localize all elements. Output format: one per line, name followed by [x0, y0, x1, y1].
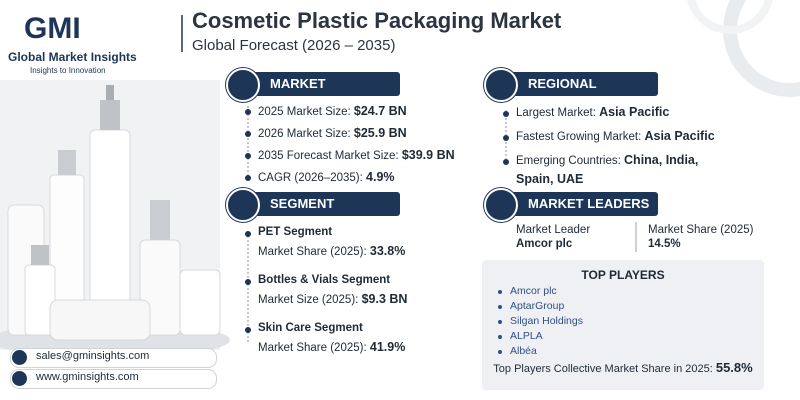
stat: Market Size (2025): $9.3 BN [258, 292, 407, 306]
icon [484, 188, 518, 222]
bullet [498, 305, 502, 309]
stat-label: Market Share (2025): [258, 342, 367, 354]
stat: Largest Market: Asia Pacific [516, 103, 736, 122]
segment-name: Bottles & Vials Segment [258, 274, 391, 286]
player: Amcor plc [510, 285, 557, 297]
stat-label: CAGR (2026–2035): [258, 172, 363, 184]
player: Albéa [510, 345, 537, 357]
bullet [245, 175, 251, 181]
segment-name: Skin Care Segment [258, 322, 363, 334]
stat-value: 4.9% [366, 170, 395, 184]
email-icon [12, 350, 27, 365]
stat-label: Emerging Countries: [516, 155, 621, 167]
bullet [245, 153, 251, 159]
bullet [503, 159, 509, 165]
stat-label: 2026 Market Size: [258, 128, 351, 140]
stat-label: 2025 Market Size: [258, 106, 351, 118]
stat-value: $9.3 BN [361, 292, 408, 306]
leader-label: Market Leader [516, 224, 591, 236]
section-heading: MARKET LEADERS [498, 192, 658, 216]
bullet [245, 231, 251, 237]
share-label: Market Share (2025) [648, 224, 754, 236]
stat-value: $25.9 BN [353, 126, 407, 140]
bullet [245, 279, 251, 285]
collective: Top Players Collective Market Share in 2… [482, 360, 764, 375]
collective-label: Top Players Collective Market Share in 2… [493, 363, 713, 375]
company-name: Global Market Insights [8, 50, 137, 64]
subtitle: Global Forecast (2026 – 2035) [192, 37, 396, 54]
bullet [498, 290, 502, 294]
bullet [245, 131, 251, 137]
bullet [498, 350, 502, 354]
stat-value: Asia Pacific [644, 129, 715, 143]
stat-label: Fastest Growing Market: [516, 131, 642, 143]
stat-label: 2035 Forecast Market Size: [258, 150, 399, 162]
section-heading: MARKET STATISTICS [240, 72, 400, 115]
icon [484, 68, 518, 102]
stat-value: $39.9 BN [401, 148, 455, 162]
share: 14.5% [648, 238, 681, 250]
stat: Market Share (2025): 41.9% [258, 340, 405, 354]
stat: 2025 Market Size: $24.7 BN [258, 104, 407, 118]
bullet [498, 335, 502, 339]
stat-label: Largest Market: [516, 107, 596, 119]
stat-value: China, India, Spain, UAE [516, 153, 699, 186]
stat-value: $24.7 BN [353, 104, 407, 118]
bullet [503, 111, 509, 117]
stat: CAGR (2026–2035): 4.9% [258, 170, 395, 184]
player: ALPLA [510, 330, 543, 342]
web-icon [12, 371, 27, 386]
stat: 2026 Market Size: $25.9 BN [258, 126, 407, 140]
stat-value: 33.8% [369, 244, 406, 258]
stat-label: Market Share (2025): [258, 246, 367, 258]
contact-box [10, 369, 217, 389]
title: Cosmetic Plastic Packaging Market [192, 8, 562, 33]
stat-label: Market Size (2025): [258, 294, 359, 306]
bullet [245, 109, 251, 115]
stat-value: 41.9% [369, 340, 406, 354]
stat: 2035 Forecast Market Size: $39.9 BN [258, 148, 455, 162]
section-heading: SEGMENT STATISTICS [240, 192, 400, 235]
stat: Fastest Growing Market: Asia Pacific [516, 127, 736, 146]
stat-value: Asia Pacific [599, 105, 670, 119]
player: Silgan Holdings [510, 315, 583, 327]
icon [226, 68, 260, 102]
logo: GMI [24, 12, 81, 45]
contact-box [10, 348, 217, 368]
top-players-heading: TOP PLAYERS [581, 268, 665, 282]
bullet [503, 135, 509, 141]
section-heading: REGIONAL INSIGHTS [498, 72, 658, 115]
stat: Emerging Countries: China, India, Spain,… [516, 151, 736, 189]
player: AptarGroup [510, 300, 565, 312]
bullet [498, 320, 502, 324]
icon [226, 188, 260, 222]
website[interactable]: www.gminsights.com [36, 371, 139, 383]
stat: Market Share (2025): 33.8% [258, 244, 405, 258]
email[interactable]: sales@gminsights.com [36, 350, 150, 362]
collective-value: 55.8% [715, 360, 753, 375]
tagline: Insights to Innovation [30, 66, 106, 75]
bullet [245, 327, 251, 333]
segment-name: PET Segment [258, 226, 333, 238]
leader: Amcor plc [516, 238, 573, 250]
